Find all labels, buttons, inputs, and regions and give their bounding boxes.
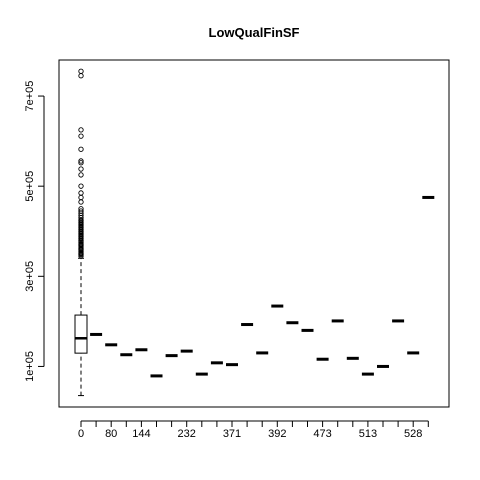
x-tick-label: 528 xyxy=(404,428,422,440)
x-tick-label: 80 xyxy=(105,428,117,440)
y-tick-label: 3e+05 xyxy=(24,261,36,292)
x-axis: 0 80 144 232 371 392 473 513 528 xyxy=(78,420,429,440)
x-tick-label: 513 xyxy=(359,428,377,440)
outlier-point xyxy=(78,208,84,214)
outlier-point xyxy=(78,146,84,152)
outlier-point xyxy=(78,160,84,166)
y-tick-label: 7e+05 xyxy=(24,81,36,112)
outlier-point xyxy=(78,183,84,189)
outlier-point xyxy=(78,172,84,178)
y-axis: 1e+05 3e+05 5e+05 7e+05 xyxy=(24,81,45,382)
outlier-point xyxy=(78,68,84,74)
outlier-point xyxy=(78,190,84,196)
box-category-0 xyxy=(74,68,88,397)
x-tick-label: 0 xyxy=(78,428,84,440)
chart-title: LowQualFinSF xyxy=(209,25,300,40)
outlier-point xyxy=(78,199,84,205)
outlier-point xyxy=(78,158,84,164)
outlier-point xyxy=(78,166,84,172)
x-tick-label: 371 xyxy=(223,428,241,440)
plot-area-border xyxy=(58,59,450,408)
y-tick-label: 5e+05 xyxy=(24,171,36,202)
outlier-point xyxy=(78,73,84,79)
box-plot-marks xyxy=(74,68,435,397)
outlier-point xyxy=(78,206,84,212)
box-iqr xyxy=(74,314,88,354)
x-tick-label: 144 xyxy=(132,428,150,440)
outlier-point xyxy=(78,127,84,133)
y-tick-label: 1e+05 xyxy=(24,351,36,382)
x-tick-label: 392 xyxy=(268,428,286,440)
outlier-point xyxy=(78,194,84,201)
x-tick-label: 473 xyxy=(313,428,331,440)
x-tick-label: 232 xyxy=(178,428,196,440)
outlier-point xyxy=(78,133,84,139)
